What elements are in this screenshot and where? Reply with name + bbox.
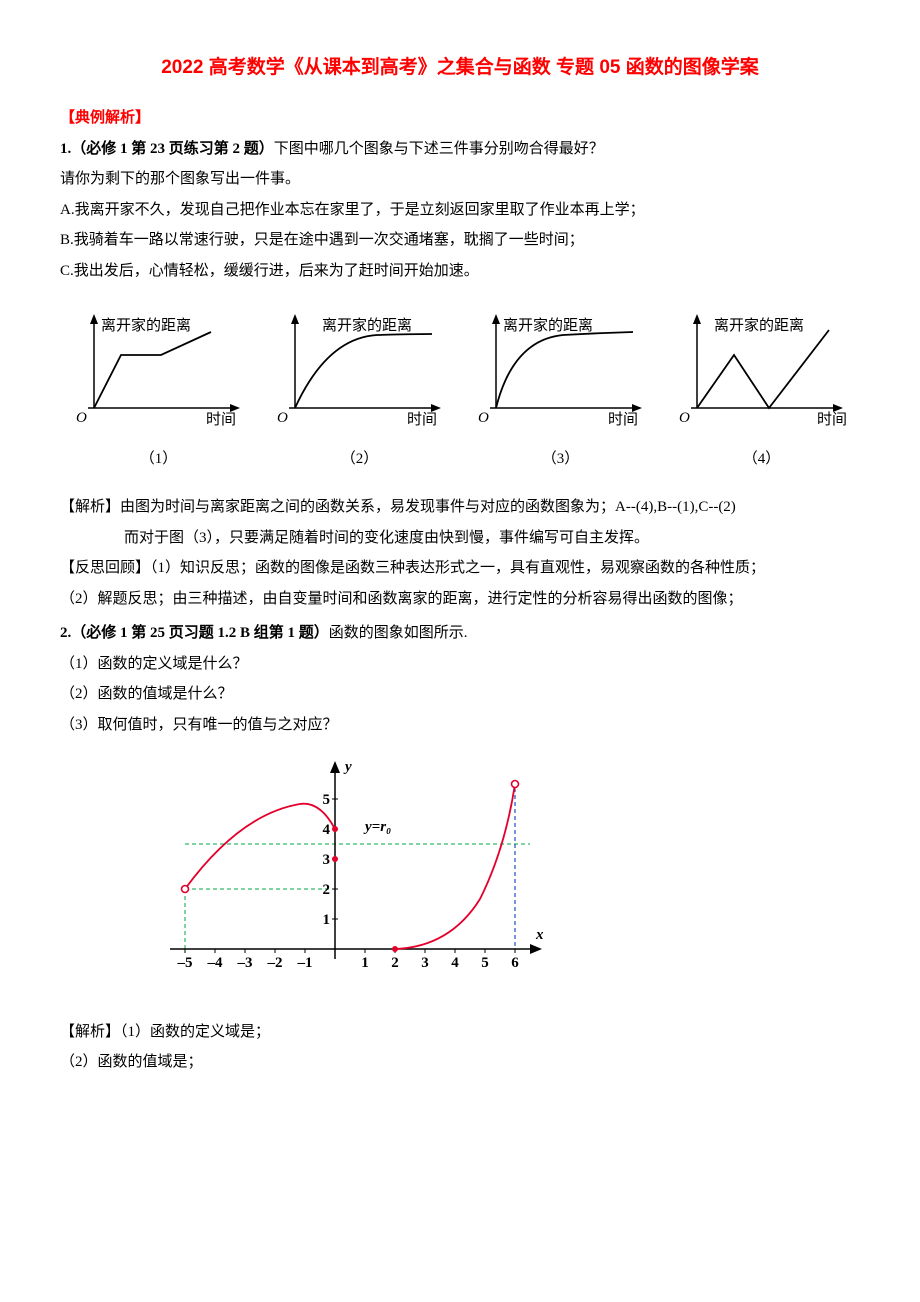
q1-analysis-label: 【解析】 bbox=[60, 499, 120, 515]
svg-text:–4: –4 bbox=[207, 955, 224, 971]
svg-text:–5: –5 bbox=[177, 955, 193, 971]
q1-prompt: 下图中哪几个图象与下述三件事分别吻合得最好？ bbox=[274, 141, 604, 157]
svg-text:–1: –1 bbox=[297, 955, 313, 971]
chart-1-xlabel: 时间 bbox=[206, 411, 236, 428]
chart-3-xlabel: 时间 bbox=[608, 411, 638, 428]
chart-2-label: （2） bbox=[261, 445, 458, 474]
q1-optC: C.我出发后，心情轻松，缓缓行进，后来为了赶时间开始加速。 bbox=[60, 257, 860, 286]
main-graph-svg: –5 –4 –3 –2 –1 1 2 3 4 5 6 1 2 3 4 5 y x… bbox=[150, 749, 550, 989]
svg-text:2: 2 bbox=[391, 955, 399, 971]
graph-curve-label: y=r₀ bbox=[363, 819, 391, 835]
graph-ylabel: y bbox=[343, 759, 352, 775]
chart-2-svg: 离开家的距离 时间 O bbox=[267, 310, 452, 428]
q2-sub3: （3）取何值时，只有唯一的值与之对应？ bbox=[60, 711, 860, 740]
chart-1-ylabel: 离开家的距离 bbox=[101, 317, 191, 334]
q1-reflect-2: （2）解题反思；由三种描述，由自变量时间和函数离家的距离，进行定性的分析容易得出… bbox=[60, 585, 860, 614]
chart-3-svg: 离开家的距离 时间 O bbox=[468, 310, 653, 428]
chart-4-origin: O bbox=[679, 410, 690, 426]
q2-heading: 2.（必修 1 第 25 页习题 1.2 B 组第 1 题） bbox=[60, 625, 329, 641]
q1-analysis-2: 而对于图（3），只要满足随着时间的变化速度由快到慢，事件编写可自主发挥。 bbox=[60, 524, 860, 553]
svg-text:–2: –2 bbox=[267, 955, 283, 971]
svg-text:1: 1 bbox=[323, 912, 331, 928]
q1-reflect-label: 【反思回顾】 bbox=[60, 560, 150, 576]
svg-text:–3: –3 bbox=[237, 955, 253, 971]
chart-4: 离开家的距离 时间 O （4） bbox=[663, 310, 860, 473]
svg-text:4: 4 bbox=[323, 822, 331, 838]
q1-line2: 请你为剩下的那个图象写出一件事。 bbox=[60, 165, 860, 194]
q1-analysis-1: 由图为时间与离家距离之间的函数关系，易发现事件与对应的函数图象为；A--(4),… bbox=[120, 499, 736, 515]
q1-optA: A.我离开家不久，发现自己把作业本忘在家里了，于是立刻返回家里取了作业本再上学； bbox=[60, 196, 860, 225]
q1-heading: 1.（必修 1 第 23 页练习第 2 题） bbox=[60, 141, 274, 157]
chart-4-svg: 离开家的距离 时间 O bbox=[669, 310, 854, 428]
q1-optB: B.我骑着车一路以常速行驶，只是在途中遇到一次交通堵塞，耽搁了一些时间； bbox=[60, 226, 860, 255]
graph-xlabel: x bbox=[535, 927, 544, 943]
q2-ans1: （1）函数的定义域是； bbox=[120, 1024, 270, 1040]
chart-3-origin: O bbox=[478, 410, 489, 426]
page-title: 2022 高考数学《从课本到高考》之集合与函数 专题 05 函数的图像学案 bbox=[60, 50, 860, 86]
chart-3: 离开家的距离 时间 O （3） bbox=[462, 310, 659, 473]
chart-3-label: （3） bbox=[462, 445, 659, 474]
svg-text:5: 5 bbox=[481, 955, 489, 971]
q2-prompt: 函数的图象如图所示. bbox=[329, 625, 468, 641]
chart-4-xlabel: 时间 bbox=[817, 411, 847, 428]
q2-analysis-label: 【解析】 bbox=[60, 1024, 120, 1040]
main-graph: –5 –4 –3 –2 –1 1 2 3 4 5 6 1 2 3 4 5 y x… bbox=[150, 749, 860, 1000]
section-heading: 【典例解析】 bbox=[60, 109, 150, 126]
chart-1: 离开家的距离 时间 O （1） bbox=[60, 310, 257, 473]
q1-reflect-1: （1）知识反思；函数的图像是函数三种表达形式之一，具有直观性，易观察函数的各种性… bbox=[150, 560, 765, 576]
q2-sub2: （2）函数的值域是什么？ bbox=[60, 680, 860, 709]
svg-text:1: 1 bbox=[361, 955, 369, 971]
charts-row: 离开家的距离 时间 O （1） 离开家的距离 时间 O （2） 离开家的距离 时… bbox=[60, 310, 860, 473]
svg-text:4: 4 bbox=[451, 955, 459, 971]
chart-2-origin: O bbox=[277, 410, 288, 426]
svg-text:6: 6 bbox=[511, 955, 519, 971]
chart-4-label: （4） bbox=[663, 445, 860, 474]
svg-text:3: 3 bbox=[323, 852, 331, 868]
chart-4-ylabel: 离开家的距离 bbox=[714, 317, 804, 334]
svg-text:2: 2 bbox=[323, 882, 331, 898]
chart-2: 离开家的距离 时间 O （2） bbox=[261, 310, 458, 473]
chart-2-ylabel: 离开家的距离 bbox=[322, 317, 412, 334]
chart-1-svg: 离开家的距离 时间 O bbox=[66, 310, 251, 428]
svg-text:3: 3 bbox=[421, 955, 429, 971]
q2-ans2: （2）函数的值域是； bbox=[60, 1048, 860, 1077]
chart-1-origin: O bbox=[76, 410, 87, 426]
chart-3-ylabel: 离开家的距离 bbox=[503, 317, 593, 334]
q2-sub1: （1）函数的定义域是什么？ bbox=[60, 650, 860, 679]
chart-2-xlabel: 时间 bbox=[407, 411, 437, 428]
svg-text:5: 5 bbox=[323, 792, 331, 808]
chart-1-label: （1） bbox=[60, 445, 257, 474]
